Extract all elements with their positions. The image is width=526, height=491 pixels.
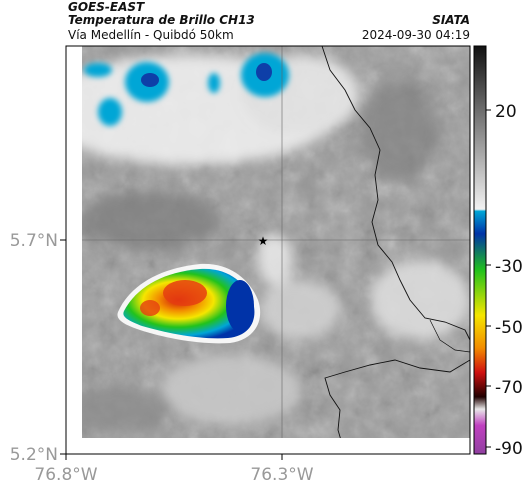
- region-label: Vía Medellín - Quibdó 50km: [68, 28, 234, 42]
- organization-label: SIATA: [432, 13, 470, 27]
- satellite-title: GOES-EAST: [68, 0, 145, 14]
- satellite-image: [66, 46, 470, 454]
- location-star-icon: ★: [258, 234, 269, 248]
- lon-tick-label: 76.8°W: [34, 465, 97, 485]
- boundary-line-south: [324, 359, 470, 454]
- colorbar-tick-label: -50: [495, 318, 523, 338]
- colorbar-gradient: [473, 45, 487, 455]
- nodata-bottom: [66, 438, 470, 454]
- boundary-line-east: [429, 319, 470, 353]
- colorbar-tick-label: -30: [495, 257, 523, 277]
- product-title: Temperatura de Brillo CH13: [68, 13, 255, 27]
- lat-tick-label: 5.7°N: [10, 231, 58, 251]
- lon-tick-label: 76.3°W: [250, 465, 313, 485]
- datetime-label: 2024-09-30 04:19: [361, 28, 470, 42]
- convective-storm: [117, 263, 261, 344]
- lat-tick-label: 5.2°N: [10, 445, 58, 465]
- colorbar-tick-label: -70: [495, 378, 523, 398]
- boundary-line: [321, 46, 470, 341]
- colorbar-tick-label: -90: [495, 439, 523, 459]
- cold-cloud-tops: [84, 53, 289, 126]
- nodata-left: [66, 46, 82, 454]
- colorbar-tick-label: 20: [495, 102, 517, 122]
- colorbar: 20 -30 -50 -70 -90: [473, 45, 523, 459]
